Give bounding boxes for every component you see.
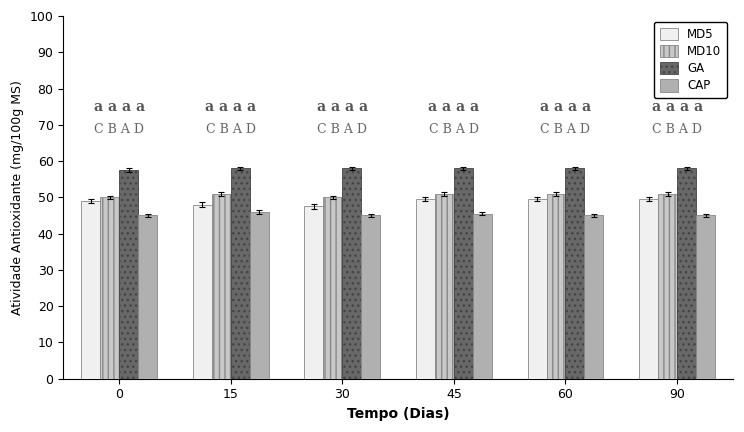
Bar xyxy=(212,194,231,378)
Bar xyxy=(696,216,715,378)
X-axis label: Tempo (Dias): Tempo (Dias) xyxy=(347,407,449,421)
Bar xyxy=(100,197,119,378)
Bar xyxy=(81,201,100,378)
Text: a a a a: a a a a xyxy=(652,100,702,114)
Bar xyxy=(362,216,380,378)
Bar xyxy=(193,205,212,378)
Bar xyxy=(250,212,269,378)
Bar xyxy=(435,194,454,378)
Bar xyxy=(304,206,324,378)
Bar xyxy=(565,168,585,378)
Text: C B A D: C B A D xyxy=(540,123,591,136)
Bar xyxy=(658,194,677,378)
Bar xyxy=(677,168,696,378)
Bar xyxy=(138,216,157,378)
Bar xyxy=(324,197,342,378)
Legend: MD5, MD10, GA, CAP: MD5, MD10, GA, CAP xyxy=(654,22,727,98)
Text: C B A D: C B A D xyxy=(205,123,256,136)
Text: a a a a: a a a a xyxy=(205,100,256,114)
Bar xyxy=(231,168,250,378)
Bar xyxy=(639,199,658,378)
Bar xyxy=(342,168,362,378)
Text: a a a a: a a a a xyxy=(540,100,591,114)
Bar xyxy=(119,170,138,378)
Bar xyxy=(454,168,473,378)
Text: C B A D: C B A D xyxy=(652,123,702,136)
Bar xyxy=(585,216,603,378)
Text: C B A D: C B A D xyxy=(94,123,144,136)
Bar xyxy=(547,194,565,378)
Y-axis label: Atividade Antioxidante (mg/100g MS): Atividade Antioxidante (mg/100g MS) xyxy=(11,80,24,315)
Text: a a a a: a a a a xyxy=(317,100,368,114)
Bar xyxy=(527,199,547,378)
Text: C B A D: C B A D xyxy=(429,123,479,136)
Bar xyxy=(416,199,435,378)
Text: C B A D: C B A D xyxy=(317,123,368,136)
Bar xyxy=(473,214,492,378)
Text: a a a a: a a a a xyxy=(94,100,144,114)
Text: a a a a: a a a a xyxy=(429,100,479,114)
